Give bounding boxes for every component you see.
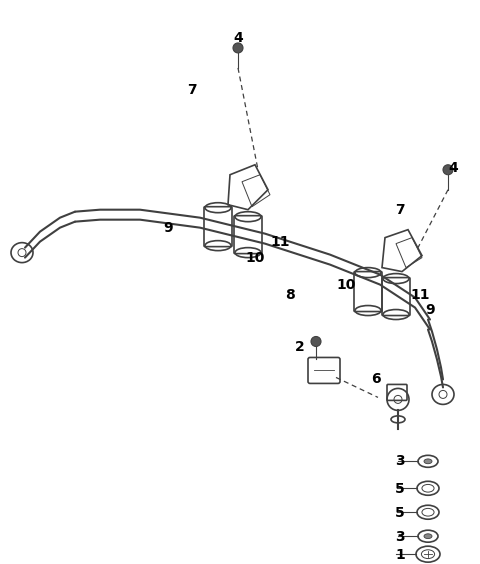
Text: 11: 11 xyxy=(410,288,430,302)
Text: 7: 7 xyxy=(187,83,197,97)
Text: 4: 4 xyxy=(233,31,243,45)
Text: 5: 5 xyxy=(395,506,405,520)
Text: 3: 3 xyxy=(395,455,405,468)
Text: 11: 11 xyxy=(270,235,290,249)
Text: 3: 3 xyxy=(395,530,405,544)
Circle shape xyxy=(233,43,243,53)
Text: 9: 9 xyxy=(163,221,173,235)
Text: 5: 5 xyxy=(395,482,405,496)
Ellipse shape xyxy=(424,459,432,464)
Text: 7: 7 xyxy=(395,202,405,217)
Ellipse shape xyxy=(424,534,432,539)
Text: 6: 6 xyxy=(371,372,381,386)
Text: 4: 4 xyxy=(448,161,458,175)
Text: 2: 2 xyxy=(295,341,305,355)
Text: 8: 8 xyxy=(285,288,295,302)
Text: 9: 9 xyxy=(425,302,435,316)
Circle shape xyxy=(311,337,321,346)
Text: 1: 1 xyxy=(395,548,405,562)
Circle shape xyxy=(443,165,453,175)
Text: 10: 10 xyxy=(336,277,356,292)
Text: 10: 10 xyxy=(245,250,264,265)
